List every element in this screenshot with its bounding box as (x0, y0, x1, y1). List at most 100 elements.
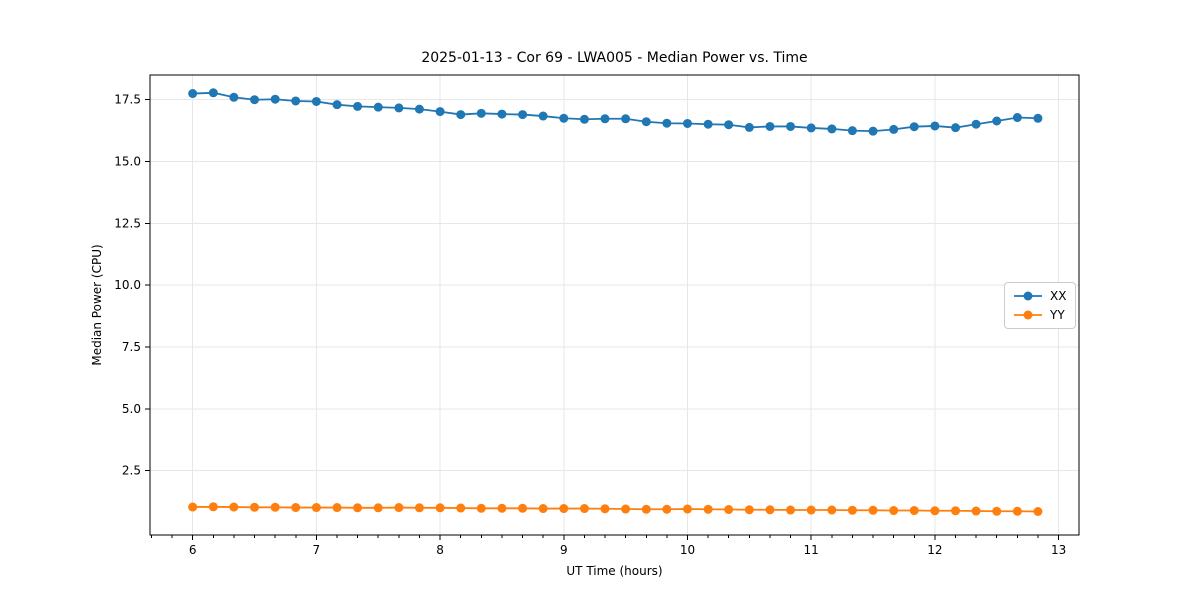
data-point-XX (250, 95, 260, 105)
data-point-YY (827, 505, 837, 515)
data-point-YY (456, 503, 466, 513)
x-tick-label: 12 (927, 543, 942, 557)
data-point-XX (311, 96, 321, 106)
data-point-YY (971, 506, 981, 516)
data-point-YY (373, 503, 383, 513)
data-point-YY (518, 503, 528, 513)
y-tick-label: 12.5 (114, 216, 141, 230)
data-point-YY (538, 504, 548, 514)
legend-line-marker-YY (1014, 310, 1042, 320)
data-point-YY (476, 503, 486, 513)
data-point-YY (394, 503, 404, 513)
legend-line-marker-XX (1014, 291, 1042, 301)
data-point-YY (353, 503, 363, 513)
data-point-XX (971, 119, 981, 129)
data-point-XX (538, 111, 548, 121)
data-point-XX (291, 96, 301, 106)
data-point-YY (250, 502, 260, 512)
data-point-YY (847, 505, 857, 515)
data-point-XX (476, 108, 486, 118)
data-point-XX (208, 88, 218, 98)
data-point-YY (909, 506, 919, 516)
x-axis-label: UT Time (hours) (566, 564, 663, 578)
y-tick-label: 2.5 (122, 464, 141, 478)
data-point-XX (992, 116, 1002, 126)
data-point-YY (786, 505, 796, 515)
data-point-YY (311, 503, 321, 513)
data-point-YY (229, 502, 239, 512)
data-point-YY (497, 503, 507, 513)
data-point-XX (827, 124, 837, 134)
data-point-XX (270, 94, 280, 104)
data-point-XX (621, 114, 631, 124)
y-axis: 2.5 5.0 7.5 10.0 12.5 15.0 17.5 (114, 93, 150, 478)
data-point-YY (868, 505, 878, 515)
data-point-YY (1012, 506, 1022, 516)
data-point-XX (744, 122, 754, 132)
data-point-XX (414, 104, 424, 114)
x-tick-label: 9 (560, 543, 568, 557)
data-point-XX (579, 114, 589, 124)
data-point-YY (930, 506, 940, 516)
data-point-XX (353, 101, 363, 111)
x-tick-label: 6 (189, 543, 197, 557)
series-XX (188, 88, 1043, 136)
y-axis-label: Median Power (CPU) (90, 244, 104, 366)
data-point-YY (662, 504, 672, 514)
data-point-XX (930, 121, 940, 131)
data-point-YY (270, 502, 280, 512)
data-point-YY (682, 504, 692, 514)
data-point-YY (1033, 507, 1043, 517)
plot-frame (149, 74, 1080, 536)
data-point-XX (373, 102, 383, 112)
data-point-XX (456, 110, 466, 120)
data-point-XX (1012, 113, 1022, 123)
data-point-XX (889, 124, 899, 134)
data-point-XX (518, 110, 528, 120)
data-point-XX (559, 113, 569, 123)
data-point-YY (188, 502, 198, 512)
data-point-XX (497, 109, 507, 119)
data-point-XX (868, 126, 878, 136)
y-tick-label: 10.0 (114, 278, 141, 292)
data-point-XX (1033, 113, 1043, 123)
data-point-XX (188, 89, 198, 99)
data-point-YY (559, 504, 569, 514)
data-point-XX (847, 126, 857, 136)
data-point-XX (682, 118, 692, 128)
y-tick-label: 7.5 (122, 340, 141, 354)
data-point-XX (806, 123, 816, 133)
data-point-YY (332, 503, 342, 513)
data-point-XX (724, 120, 734, 130)
data-point-XX (786, 121, 796, 131)
data-point-XX (394, 103, 404, 113)
data-point-YY (435, 503, 445, 513)
data-point-YY (806, 505, 816, 515)
data-point-XX (909, 122, 919, 132)
data-point-YY (208, 502, 218, 512)
data-point-YY (992, 506, 1002, 516)
data-point-XX (600, 114, 610, 124)
x-axis: 6 7 8 9 10 11 12 13 (150, 535, 1066, 557)
data-point-YY (641, 504, 651, 514)
x-tick-label: 8 (436, 543, 444, 557)
data-point-YY (703, 504, 713, 514)
legend-entry-YY: YY (1013, 307, 1066, 323)
series-YY (188, 502, 1043, 517)
data-point-XX (951, 123, 961, 133)
data-point-XX (703, 119, 713, 129)
data-point-YY (414, 503, 424, 513)
legend-label-XX: XX (1050, 289, 1067, 303)
x-tick-label: 10 (680, 543, 695, 557)
legend-entry-XX: XX (1013, 288, 1066, 304)
x-tick-label: 7 (313, 543, 321, 557)
data-point-YY (951, 506, 961, 516)
data-point-XX (662, 118, 672, 128)
data-point-YY (765, 505, 775, 515)
data-point-YY (621, 504, 631, 514)
x-tick-label: 13 (1051, 543, 1066, 557)
data-point-XX (435, 107, 445, 117)
y-tick-label: 15.0 (114, 155, 141, 169)
